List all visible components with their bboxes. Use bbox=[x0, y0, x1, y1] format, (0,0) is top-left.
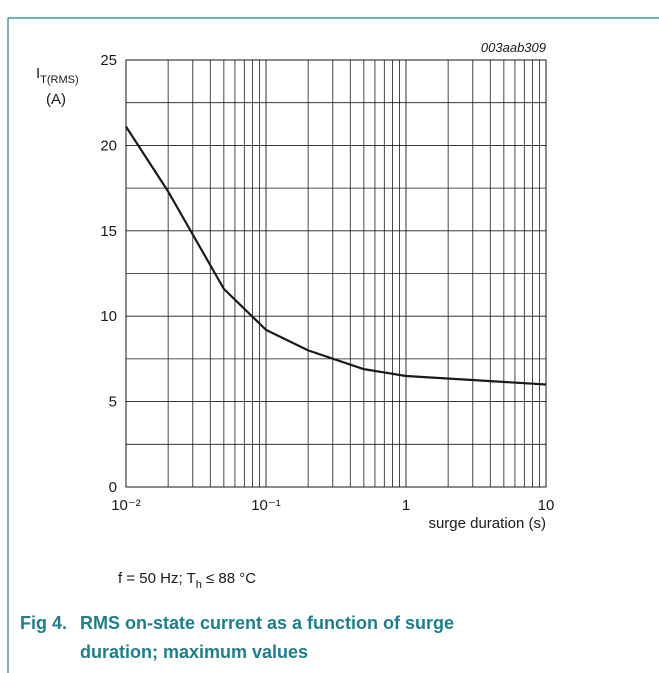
x-axis-label: surge duration (s) bbox=[428, 515, 546, 532]
y-tick-label: 15 bbox=[100, 223, 117, 240]
annotation: 003aab309 bbox=[481, 40, 546, 55]
caption-number: Fig 4. bbox=[20, 613, 67, 633]
y-axis-unit: (A) bbox=[46, 91, 66, 108]
plot-frame bbox=[125, 59, 547, 488]
note-rest: ≤ 88 °C bbox=[202, 570, 256, 587]
y-axis-label: IT(RMS) bbox=[36, 65, 79, 86]
note: f = 50 Hz; Th ≤ 88 °C bbox=[118, 570, 256, 591]
x-tick-label: 10⁻¹ bbox=[251, 497, 281, 514]
y-tick-label: 5 bbox=[109, 394, 117, 411]
x-tick-label: 1 bbox=[402, 497, 410, 514]
x-tick-label: 10⁻² bbox=[111, 497, 141, 514]
note-subscript: h bbox=[196, 579, 202, 591]
line bbox=[125, 126, 547, 386]
x-tick-label: 10 bbox=[538, 497, 555, 514]
y-tick-label: 10 bbox=[100, 308, 117, 325]
caption-line: RMS on-state current as a function of su… bbox=[80, 613, 454, 633]
y-tick-label: 20 bbox=[100, 137, 117, 154]
y-label-symbol: I bbox=[36, 65, 40, 82]
y-tick-label: 25 bbox=[100, 52, 117, 69]
caption-line: duration; maximum values bbox=[80, 642, 308, 662]
y-tick-label: 0 bbox=[109, 479, 117, 496]
y-label-subscript: T(RMS) bbox=[40, 74, 79, 86]
note-text: f = 50 Hz; T bbox=[118, 570, 196, 587]
